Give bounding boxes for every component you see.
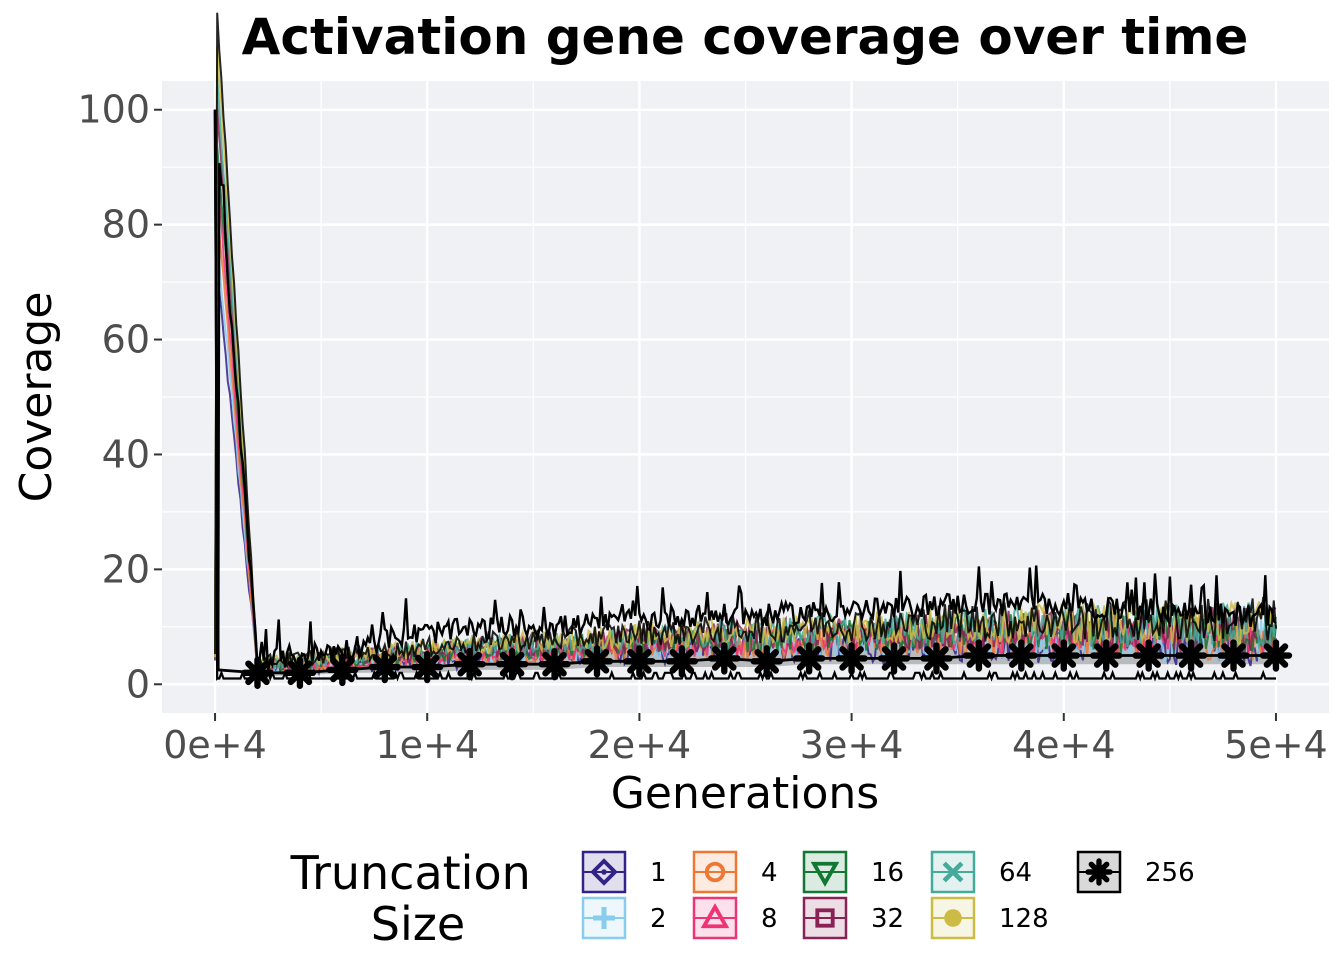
median-marker [411,650,444,684]
summary-layer [213,109,1293,689]
x-axis-title: Generations [611,768,879,819]
legend-key-32: 32 [802,896,904,940]
median-marker [665,645,699,678]
series-line-64 [214,75,1277,670]
y-axis-title: Coverage [11,292,62,503]
legend-key-2: 2 [581,896,667,940]
legend-label: 256 [1145,858,1195,888]
median-marker [1132,639,1165,672]
median-marker [1047,639,1080,672]
median-marker [750,645,783,678]
upper-summary-line [213,109,1277,672]
legend-marker-4 [704,861,726,883]
legend-key-256: 256 [1076,850,1195,894]
median-marker [580,645,614,678]
median-marker [877,642,911,675]
legend-key-64: 64 [930,850,1032,894]
legend-marker-64 [942,861,964,883]
x-tick-label: 5e+4 [1224,723,1328,767]
median-marker [368,650,401,684]
median-marker [538,647,571,681]
legend-key-1: 1 [581,850,667,894]
y-tick-label: 20 [102,547,150,591]
x-tick-label: 2e+4 [588,723,692,767]
median-marker [241,656,274,689]
legend-marker-128 [944,909,962,927]
legend-title: Truncation Size [290,846,546,951]
legend-label: 1 [650,858,667,888]
median-marker [453,647,486,681]
legend-key-4: 4 [692,850,778,894]
median-marker [792,642,826,675]
y-axis: 0 20 40 60 80 100 [77,88,162,706]
legend-key-16: 16 [802,850,904,894]
legend-label: 32 [871,904,904,934]
legend-marker-2 [593,907,615,929]
x-tick-label: 4e+4 [1012,723,1116,767]
legend-title-line-2: Size [371,897,465,951]
legend-marker-8 [700,903,730,929]
y-tick-label: 40 [102,432,150,476]
lower-summary-line [213,109,1276,682]
chart-title: Activation gene coverage over time [242,8,1249,66]
median-marker [708,642,741,675]
x-axis: 0e+4 1e+4 2e+4 3e+4 4e+4 5e+4 [163,713,1328,767]
legend-label: 4 [761,858,778,888]
legend-marker-256 [1085,858,1113,886]
legend-marker-16 [810,861,840,887]
x-tick-label: 1e+4 [375,723,479,767]
median-marker [1217,639,1250,672]
median-marker [835,642,868,675]
median-marker [920,642,953,675]
legend-key-128: 128 [930,896,1049,940]
median-marker [1005,639,1038,672]
median-marker [283,656,317,689]
legend-key-8: 8 [692,896,778,940]
median-marker [623,645,656,678]
legend-marker-32 [815,908,835,928]
legend-label: 64 [999,858,1032,888]
legend-title-line-1: Truncation [290,846,531,900]
legend-label: 8 [761,904,778,934]
median-marker [962,639,996,672]
legend-marker-1 [590,858,618,886]
median-marker [326,653,359,687]
y-tick-label: 100 [77,88,150,132]
y-tick-label: 0 [126,662,150,706]
x-tick-label: 3e+4 [800,723,904,767]
median-marker [1090,639,1123,672]
y-tick-label: 60 [102,318,150,362]
legend-label: 2 [650,904,667,934]
median-marker [1259,639,1293,672]
median-marker [1174,639,1208,672]
y-tick-label: 80 [102,203,150,247]
legend: Truncation Size 1 2 4 8 16 32 64 128 256 [290,846,1195,951]
legend-keys: 1 2 4 8 16 32 64 128 256 [581,850,1195,940]
legend-label: 128 [999,904,1049,934]
x-tick-label: 0e+4 [163,723,267,767]
legend-label: 16 [871,858,904,888]
median-marker [495,647,529,681]
